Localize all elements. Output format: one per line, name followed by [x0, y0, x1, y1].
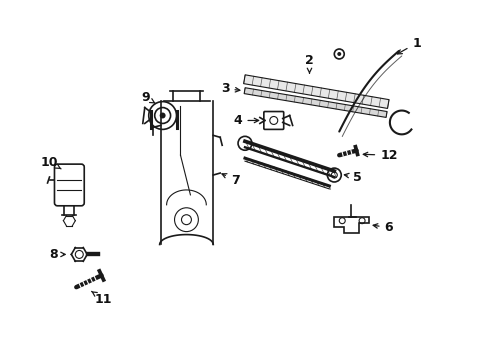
- Circle shape: [160, 113, 165, 118]
- Text: 11: 11: [91, 291, 112, 306]
- Text: 5: 5: [344, 171, 361, 184]
- Text: 2: 2: [305, 54, 313, 73]
- Text: 10: 10: [41, 156, 61, 169]
- Text: 3: 3: [221, 82, 239, 95]
- Text: 9: 9: [141, 91, 155, 104]
- Text: 12: 12: [363, 149, 397, 162]
- Text: 7: 7: [222, 174, 239, 186]
- Polygon shape: [244, 88, 386, 117]
- Text: 8: 8: [49, 248, 65, 261]
- Text: 6: 6: [372, 221, 392, 234]
- Text: 1: 1: [397, 37, 420, 54]
- Polygon shape: [243, 75, 388, 108]
- Circle shape: [337, 52, 341, 56]
- Text: 4: 4: [233, 114, 258, 127]
